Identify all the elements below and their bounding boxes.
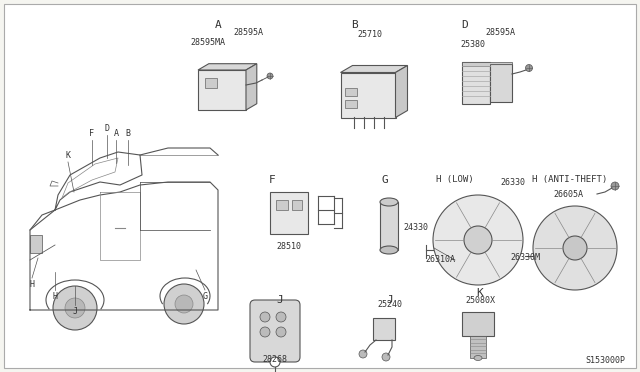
Text: H: H <box>52 292 58 301</box>
Text: 26310A: 26310A <box>425 256 455 264</box>
Text: G: G <box>202 292 207 301</box>
Bar <box>373 318 395 340</box>
Text: J: J <box>276 295 284 305</box>
Bar <box>345 100 357 108</box>
Bar <box>270 192 308 234</box>
Text: 28595A: 28595A <box>485 28 515 37</box>
Text: B: B <box>125 129 131 138</box>
Text: S153000P: S153000P <box>585 356 625 365</box>
Bar <box>462 312 494 336</box>
Text: 26605A: 26605A <box>553 190 583 199</box>
Bar <box>30 235 42 253</box>
Circle shape <box>525 64 532 71</box>
Text: J: J <box>387 295 394 305</box>
Polygon shape <box>340 65 408 73</box>
Text: 28268: 28268 <box>262 355 287 364</box>
Text: 25710: 25710 <box>358 30 383 39</box>
Bar <box>380 202 398 250</box>
Bar <box>462 62 490 104</box>
Text: J: J <box>72 307 77 316</box>
Ellipse shape <box>474 356 482 360</box>
Polygon shape <box>462 62 512 66</box>
Bar <box>340 73 396 118</box>
Text: F: F <box>269 175 275 185</box>
Circle shape <box>464 226 492 254</box>
Bar <box>276 200 288 210</box>
Circle shape <box>433 195 523 285</box>
Bar <box>490 64 512 102</box>
Ellipse shape <box>380 198 398 206</box>
Text: 25080X: 25080X <box>465 296 495 305</box>
Ellipse shape <box>380 246 398 254</box>
Text: 25380: 25380 <box>460 40 485 49</box>
Text: A: A <box>214 20 221 30</box>
Circle shape <box>276 327 286 337</box>
Circle shape <box>53 286 97 330</box>
Polygon shape <box>246 64 257 110</box>
Circle shape <box>260 312 270 322</box>
Text: A: A <box>113 129 118 138</box>
Circle shape <box>270 357 280 367</box>
Polygon shape <box>198 64 257 70</box>
Text: D: D <box>461 20 468 30</box>
Circle shape <box>382 353 390 361</box>
Text: 24330: 24330 <box>403 224 428 232</box>
Text: K: K <box>477 288 483 298</box>
Text: G: G <box>381 175 388 185</box>
Text: H (LOW): H (LOW) <box>436 175 474 184</box>
Text: D: D <box>104 124 109 133</box>
Text: 26330: 26330 <box>500 178 525 187</box>
Circle shape <box>175 295 193 313</box>
Polygon shape <box>396 65 408 118</box>
Circle shape <box>563 236 587 260</box>
Text: H: H <box>29 280 35 289</box>
Bar <box>470 336 486 358</box>
Circle shape <box>359 350 367 358</box>
Circle shape <box>276 312 286 322</box>
Text: B: B <box>351 20 358 30</box>
FancyBboxPatch shape <box>250 300 300 362</box>
Circle shape <box>267 73 273 79</box>
Text: 25240: 25240 <box>378 300 403 309</box>
Circle shape <box>533 206 617 290</box>
Text: 28595A: 28595A <box>233 28 263 37</box>
Circle shape <box>260 327 270 337</box>
Text: 28595MA: 28595MA <box>191 38 225 47</box>
Circle shape <box>611 182 619 190</box>
Bar <box>198 70 246 110</box>
Bar <box>345 88 357 96</box>
Bar <box>292 200 302 210</box>
Text: K: K <box>65 151 70 160</box>
Text: 26330M: 26330M <box>510 253 540 263</box>
Bar <box>205 78 217 88</box>
Circle shape <box>164 284 204 324</box>
Text: 28510: 28510 <box>276 242 301 251</box>
Circle shape <box>65 298 85 318</box>
Text: H (ANTI-THEFT): H (ANTI-THEFT) <box>532 175 607 184</box>
Text: F: F <box>90 129 95 138</box>
